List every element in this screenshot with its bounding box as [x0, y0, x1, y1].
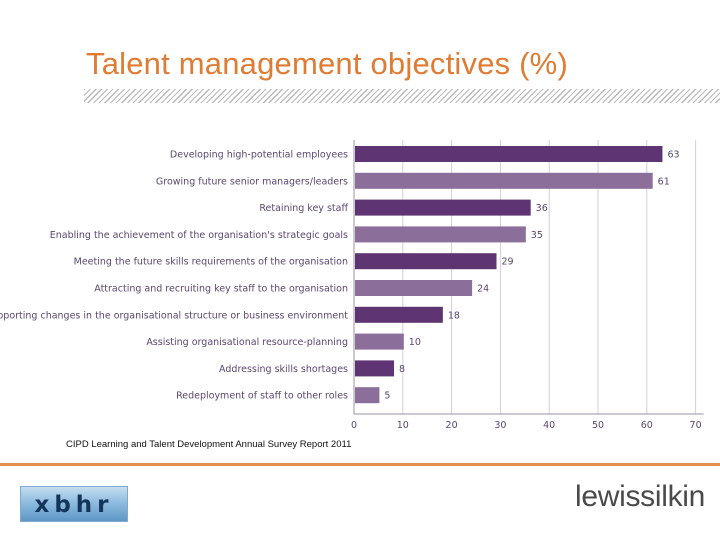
slide-title: Talent management objectives (%) [86, 46, 568, 81]
bar-chart: Developing high-potential employees 63 Gro… [0, 140, 704, 431]
value-label: 5 [384, 391, 390, 402]
category-label: Assisting organisational resource-planni… [146, 337, 348, 348]
lewissilkin-logo: lewissilkin [575, 480, 706, 513]
source-note: CIPD Learning and Talent Development Ann… [66, 439, 352, 450]
bar [355, 333, 404, 350]
bar [355, 387, 380, 404]
value-label: 10 [409, 337, 421, 348]
bar [355, 146, 663, 162]
x-tick-label: 0 [351, 420, 357, 431]
x-tick-label: 50 [592, 420, 604, 431]
value-label: 36 [536, 203, 548, 214]
category-label: Addressing skills shortages [219, 364, 348, 375]
bar [355, 306, 443, 323]
value-label: 29 [502, 257, 514, 268]
category-label: Attracting and recruiting key staff to t… [94, 284, 348, 295]
category-label: Redeployment of staff to other roles [176, 391, 348, 402]
xbhr-logo: xbhr [20, 486, 128, 522]
value-label: 61 [658, 176, 670, 187]
category-label: Meeting the future skills requirements o… [74, 257, 348, 268]
bar [355, 280, 473, 296]
x-tick-label: 10 [397, 420, 409, 431]
category-label: Supporting changes in the organisational… [0, 310, 348, 321]
bar [355, 360, 395, 377]
value-label: 35 [531, 230, 543, 241]
chart-x-ticks: 0 10 20 30 40 50 60 70 [351, 420, 702, 431]
footer-rule [0, 463, 720, 466]
x-tick-label: 20 [446, 420, 458, 431]
value-label: 24 [477, 284, 489, 295]
category-label: Growing future senior managers/leaders [156, 176, 348, 187]
bar [355, 199, 531, 216]
bar [355, 172, 653, 189]
chart-bars [355, 146, 663, 404]
value-label: 8 [399, 364, 405, 375]
x-tick-label: 30 [494, 420, 506, 431]
x-tick-label: 70 [690, 420, 702, 431]
bar [355, 226, 526, 243]
title-hatched-rule [84, 89, 720, 103]
x-tick-label: 60 [641, 420, 653, 431]
x-tick-label: 40 [543, 420, 555, 431]
value-label: 18 [448, 310, 460, 321]
category-label: Enabling the achievement of the organisa… [50, 230, 348, 241]
category-label: Retaining key staff [259, 203, 348, 214]
value-label: 63 [667, 150, 679, 161]
chart-labels: Developing high-potential employees 63 Gro… [0, 150, 680, 402]
category-label: Developing high-potential employees [170, 150, 348, 161]
bar [355, 253, 497, 270]
